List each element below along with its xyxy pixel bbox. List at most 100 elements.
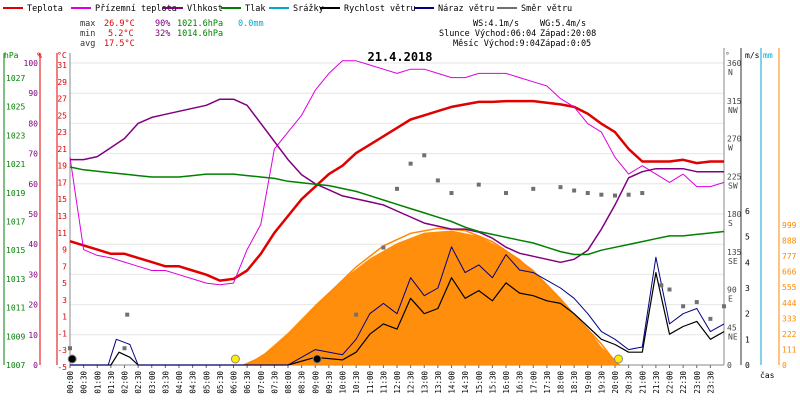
x-tick-label: 16:00	[502, 371, 511, 394]
ms-tick: 5	[745, 233, 750, 242]
dir-tick: 45	[727, 323, 737, 332]
pct-tick: 60	[28, 180, 38, 189]
wind-direction-point	[681, 304, 686, 309]
axis-unit-c: °C	[57, 51, 67, 60]
dir-tick: 270	[727, 135, 742, 144]
x-tick-label: 21:30	[652, 371, 661, 394]
x-tick-label: 09:00	[311, 371, 320, 394]
wind-direction-point	[626, 192, 631, 197]
stat-max-rain: 0.0mm	[238, 19, 264, 29]
x-tick-label: 07:00	[257, 371, 266, 394]
mm-tick: 777	[782, 252, 797, 261]
x-tick-label: 08:00	[284, 371, 293, 394]
wind-direction-point	[531, 186, 536, 191]
x-tick-label: 21:00	[638, 371, 647, 394]
x-tick-label: 15:30	[488, 371, 497, 394]
ms-tick: 1	[745, 335, 750, 344]
ms-tick: 4	[745, 258, 750, 267]
c-tick: 21	[57, 145, 67, 154]
c-tick: 15	[57, 195, 67, 204]
x-tick-label: 07:30	[270, 371, 279, 394]
mm-tick: 0	[782, 361, 787, 370]
mm-tick: 555	[782, 283, 797, 292]
hpa-tick: 1007	[6, 361, 25, 370]
wind-direction-point	[558, 185, 563, 190]
stat-avg-label: avg	[80, 39, 95, 49]
wind-direction-point	[572, 188, 577, 193]
stat-moon-set: Západ:0:05	[540, 39, 591, 49]
stat-min-temp: 5.2°C	[108, 29, 134, 39]
c-tick: 13	[57, 212, 67, 221]
x-tick-label: 11:00	[366, 371, 375, 394]
stats-panel: max 26.9°C 90% 1021.6hPa 0.0mm min 5.2°C…	[80, 19, 596, 49]
x-tick-label: 04:30	[189, 371, 198, 394]
solar-radiation-area	[241, 230, 621, 365]
c-tick: 25	[57, 111, 67, 120]
ms-tick: 0	[745, 361, 750, 370]
dir-tick-label: N	[728, 68, 733, 77]
legend-label: Směr větru	[521, 4, 572, 14]
pct-tick: 10	[28, 331, 38, 340]
hpa-tick: 1013	[6, 275, 25, 284]
hpa-tick: 1017	[6, 218, 25, 227]
moonrise-marker	[312, 354, 322, 364]
x-tick-label: 03:30	[161, 371, 170, 394]
x-tick-label: 17:00	[529, 371, 538, 394]
c-tick: 7	[62, 262, 67, 271]
pct-tick: 50	[28, 210, 38, 219]
wind-direction-point	[722, 304, 726, 309]
c-tick: 5	[62, 279, 67, 288]
c-tick: -1	[57, 329, 67, 338]
wind-direction-point	[585, 191, 590, 196]
pct-tick: 100	[24, 59, 39, 68]
mm-tick: 666	[782, 268, 797, 277]
plot-layer	[67, 60, 726, 366]
dir-tick: 90	[727, 286, 737, 295]
x-tick-label: 06:30	[243, 371, 252, 394]
dir-tick-label: S	[728, 219, 733, 228]
c-tick: -5	[57, 363, 67, 372]
x-tick-label: 17:30	[543, 371, 552, 394]
c-tick: 23	[57, 128, 67, 137]
pct-tick: 70	[28, 150, 38, 159]
ms-tick: 3	[745, 284, 750, 293]
stat-max-label: max	[80, 19, 95, 29]
stat-wg: WG:5.4m/s	[540, 19, 586, 29]
axis-label-time: čas	[760, 370, 775, 380]
chart-title: 21.4.2018	[367, 50, 432, 64]
wind-direction-point	[708, 316, 713, 321]
x-tick-label: 16:30	[516, 371, 525, 394]
x-tick-label: 02:30	[134, 371, 143, 394]
wind-direction-point	[613, 193, 617, 198]
series-teplota	[69, 99, 724, 282]
legend-label: Teplota	[27, 4, 63, 14]
stat-max-hum: 90%	[155, 19, 170, 29]
series-tlak	[69, 166, 725, 256]
wind-direction-point	[667, 287, 672, 292]
c-tick: 17	[57, 178, 67, 187]
axis-unit-hpa: hPa	[4, 51, 19, 60]
pct-tick: 0	[33, 361, 38, 370]
sunset-marker	[614, 354, 624, 364]
pct-tick: 90	[28, 89, 38, 98]
c-tick: 27	[57, 95, 67, 104]
wind-direction-point	[422, 153, 427, 158]
dir-tick-label: NE	[728, 332, 738, 341]
x-tick-label: 06:00	[230, 371, 239, 394]
x-tick-label: 11:30	[379, 371, 388, 394]
x-tick-label: 22:30	[679, 371, 688, 394]
hpa-tick: 1021	[6, 160, 25, 169]
x-tick-label: 03:00	[148, 371, 157, 394]
wind-direction-point	[504, 191, 508, 196]
mm-tick: 222	[782, 330, 797, 339]
hpa-tick: 1025	[6, 103, 25, 112]
wind-direction-point	[125, 312, 130, 317]
stat-min-press: 1014.6hPa	[177, 29, 223, 39]
pct-tick: 20	[28, 301, 38, 310]
x-tick-label: 15:00	[475, 371, 484, 394]
stat-min-label: min	[80, 29, 95, 39]
x-tick-label: 22:00	[666, 371, 675, 394]
theoretical-radiation-line	[246, 227, 619, 366]
dir-tick-label: SW	[728, 181, 738, 190]
x-tick-label: 23:00	[693, 371, 702, 394]
